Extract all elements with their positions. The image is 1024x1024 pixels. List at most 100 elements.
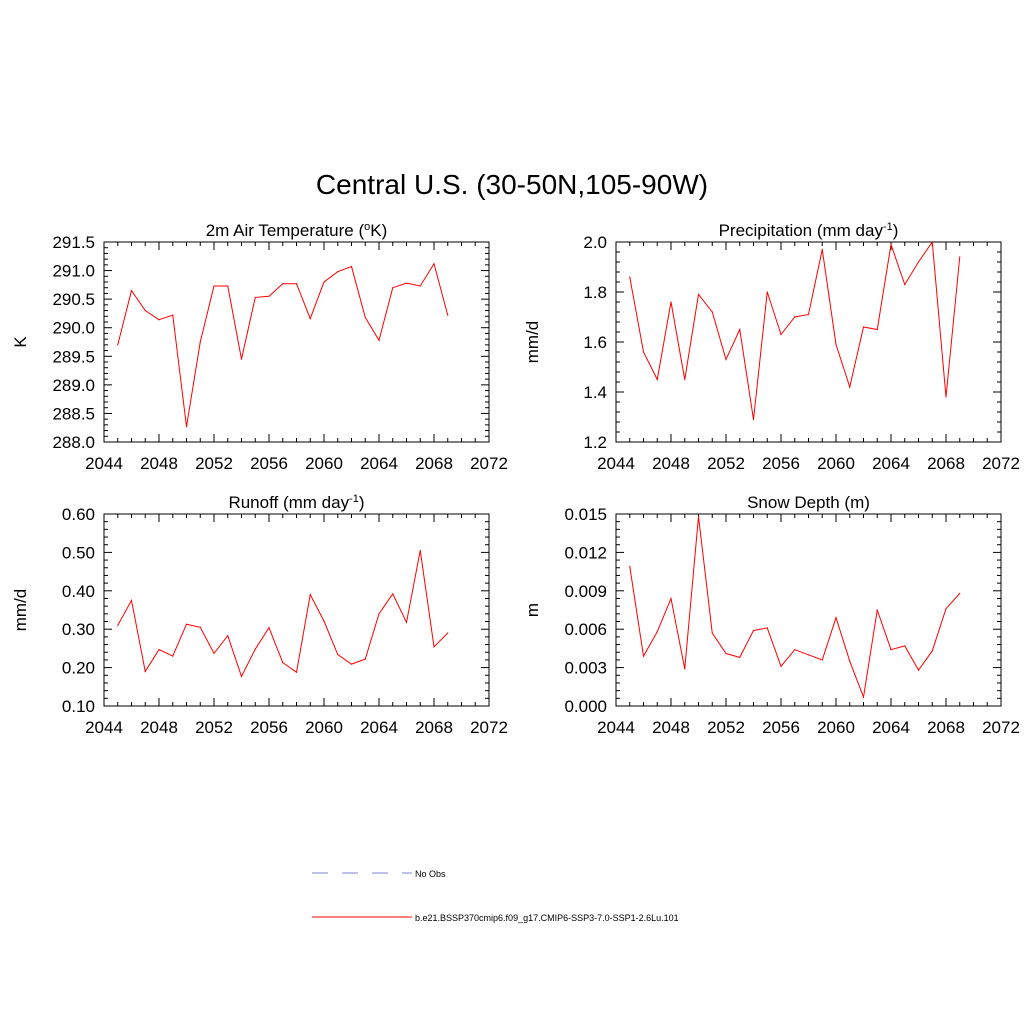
x-tick-label: 2060 (817, 454, 855, 473)
data-point (268, 627, 270, 629)
series-line (117, 262, 449, 427)
y-tick-label: 0.40 (62, 582, 95, 601)
x-tick-label: 2060 (305, 718, 343, 737)
y-tick-label: 0.50 (62, 543, 95, 562)
data-point (697, 293, 700, 296)
data-point (282, 283, 284, 285)
series-line (629, 516, 961, 699)
data-point (656, 378, 658, 381)
data-point (931, 650, 933, 652)
data-point (117, 344, 119, 346)
data-point (780, 333, 782, 336)
x-tick-label: 2068 (927, 454, 965, 473)
x-tick-label: 2048 (140, 718, 178, 737)
data-point (364, 658, 366, 660)
data-point (945, 608, 947, 610)
x-tick-label: 2052 (195, 718, 233, 737)
data-point (684, 378, 686, 381)
data-point (172, 655, 174, 657)
data-point (130, 289, 133, 292)
y-tick-label: 0.012 (564, 543, 607, 562)
y-tick-label: 0.30 (62, 620, 95, 639)
data-point (821, 248, 823, 251)
y-tick-label: 289.5 (52, 347, 95, 366)
data-point (144, 309, 146, 312)
x-tick-label: 2064 (872, 718, 910, 737)
data-point (172, 314, 174, 316)
x-tick-label: 2064 (360, 718, 398, 737)
y-tick-label: 289.0 (52, 376, 95, 395)
y-tick-label: 0.60 (62, 505, 95, 524)
data-point (227, 635, 229, 637)
y-tick-label: 0.003 (564, 659, 607, 678)
series-line (629, 240, 961, 420)
x-tick-label: 2064 (360, 454, 398, 473)
x-tick-label: 2060 (305, 454, 343, 473)
panel-title: 2m Air Temperature (oK) (206, 221, 388, 240)
panel-title: Runoff (mm day-1) (228, 493, 364, 512)
x-tick-label: 2044 (597, 718, 635, 737)
data-point (350, 663, 353, 665)
data-point (337, 271, 339, 273)
data-point (931, 241, 933, 243)
data-point (642, 351, 645, 353)
x-tick-label: 2052 (707, 718, 745, 737)
data-point (629, 565, 631, 568)
x-tick-label: 2072 (982, 718, 1020, 737)
data-point (447, 314, 449, 316)
chart-panel-snow-depth: 2044 2048 2052 2056 2060 2064 2068 2072 0.000 0.0… (523, 493, 1020, 737)
data-point (158, 648, 160, 651)
y-tick-label: 0.015 (564, 505, 607, 524)
data-point (752, 629, 755, 632)
y-tick-label: 0.006 (564, 620, 607, 639)
x-tick-label: 2056 (250, 454, 288, 473)
data-point (378, 339, 380, 341)
x-tick-label: 2072 (470, 718, 508, 737)
y-tick-label: 288.5 (52, 404, 95, 423)
data-point (378, 613, 380, 615)
data-point (739, 328, 741, 331)
data-point (199, 626, 201, 628)
data-point (240, 675, 243, 678)
data-point (295, 283, 298, 285)
x-tick-label: 2072 (982, 454, 1020, 473)
y-tick-label: 1.4 (583, 383, 607, 402)
y-tick-label: 291.0 (52, 262, 95, 281)
data-point (405, 282, 408, 284)
y-tick-label: 0.10 (62, 697, 95, 716)
data-point (227, 285, 229, 287)
x-tick-label: 2056 (250, 718, 288, 737)
x-tick-label: 2044 (597, 454, 635, 473)
data-point (835, 343, 837, 346)
data-point (711, 311, 713, 313)
y-tick-label: 290.0 (52, 319, 95, 338)
data-point (862, 326, 865, 328)
data-point (697, 515, 700, 518)
x-tick-label: 2064 (872, 454, 910, 473)
data-point (890, 649, 892, 651)
legend-no-obs-label: No Obs (415, 869, 446, 879)
y-tick-label: 1.6 (583, 333, 607, 352)
data-point (752, 418, 755, 421)
data-point (392, 593, 394, 595)
data-point (130, 599, 133, 602)
data-point (862, 696, 865, 698)
data-point (917, 261, 920, 263)
data-point (309, 594, 311, 596)
data-point (144, 670, 146, 673)
y-tick-label: 291.5 (52, 233, 95, 252)
y-axis-label: mm/d (523, 321, 542, 364)
x-tick-label: 2048 (140, 454, 178, 473)
y-tick-label: 1.8 (583, 283, 607, 302)
data-point (794, 316, 796, 318)
data-point (419, 285, 421, 287)
data-point (904, 283, 906, 286)
data-point (876, 609, 878, 611)
data-point (959, 256, 961, 258)
data-point (254, 296, 256, 299)
data-point (642, 655, 645, 657)
data-point (835, 617, 837, 619)
data-point (392, 287, 394, 289)
data-point (199, 341, 201, 343)
panel-title: Snow Depth (m) (747, 493, 870, 512)
